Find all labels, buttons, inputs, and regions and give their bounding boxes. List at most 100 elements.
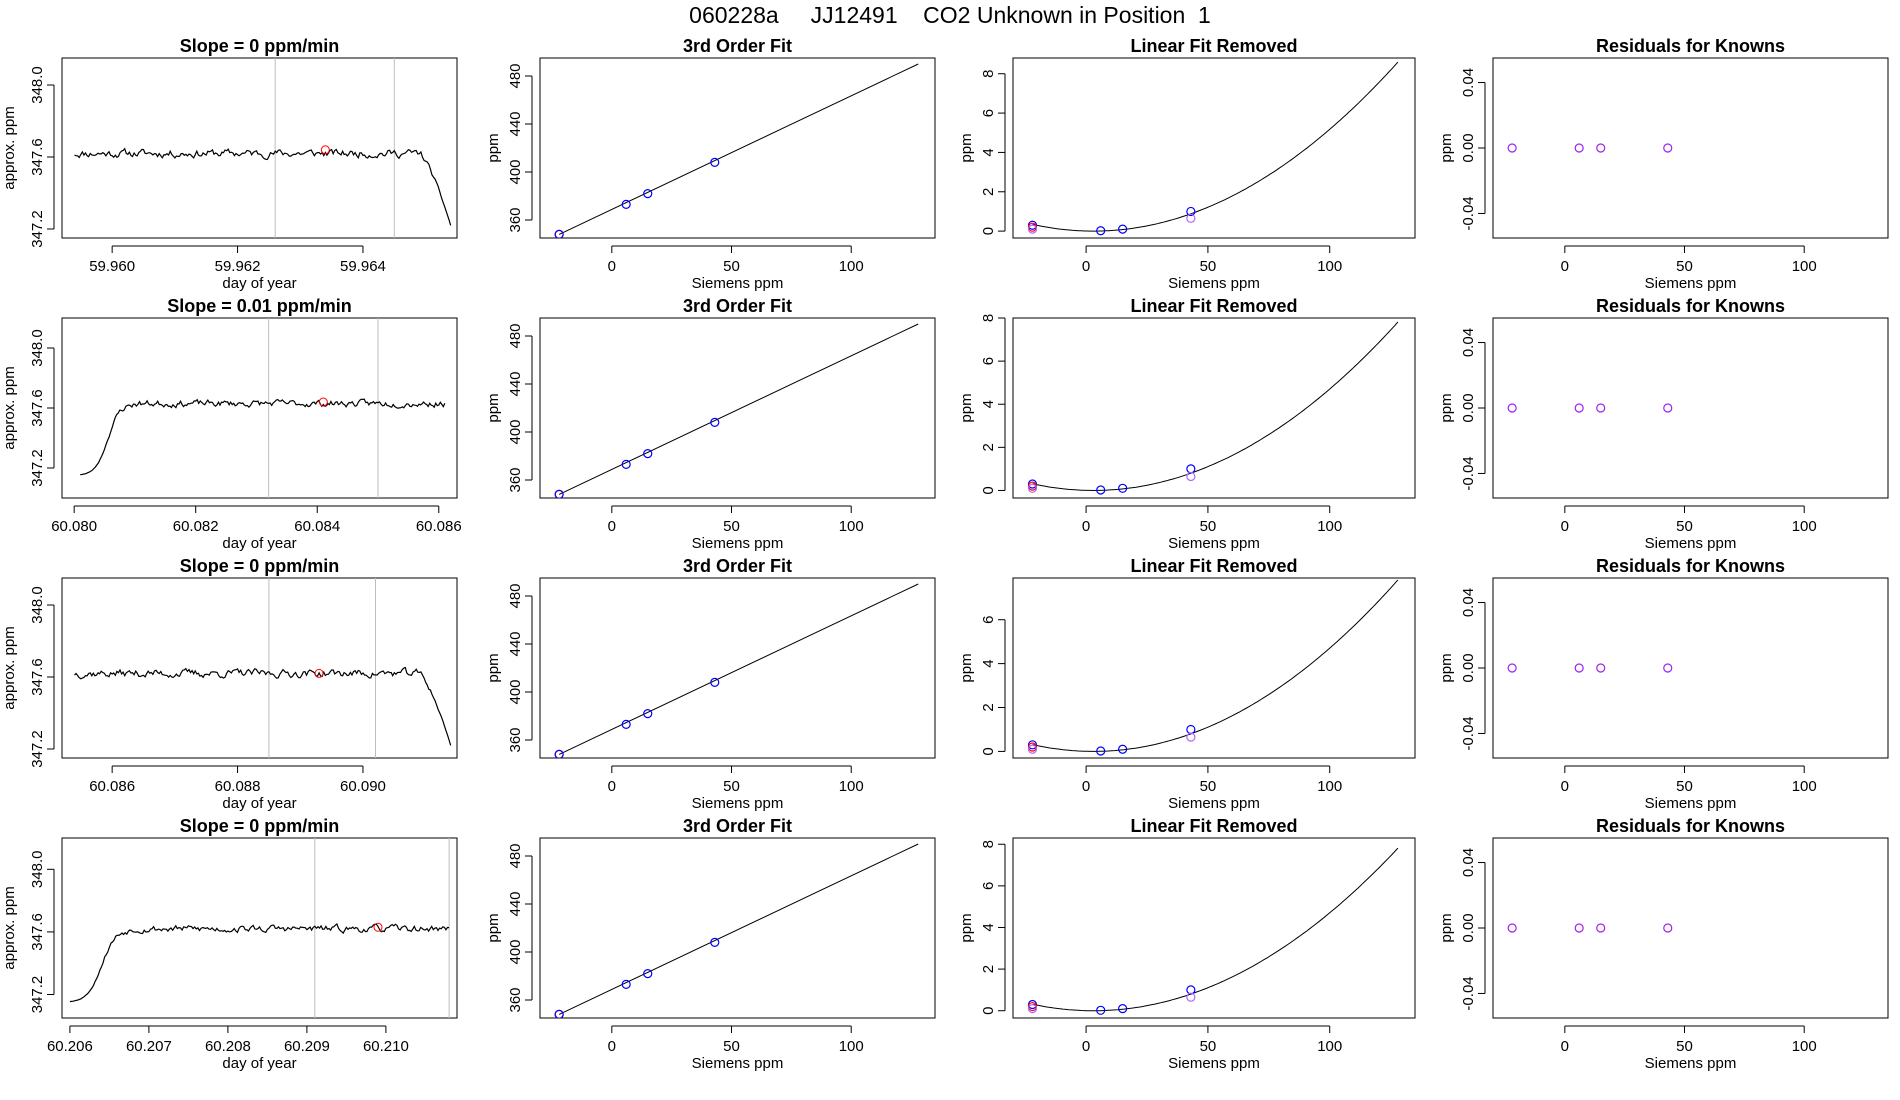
fit-curve bbox=[1032, 321, 1399, 492]
x-axis-label: Siemens ppm bbox=[1645, 535, 1737, 552]
chart-panel-5: Slope = 0.01 ppm/min 60.080 60.082 60.084 60… bbox=[1, 296, 462, 552]
x-tick-label: 100 bbox=[839, 258, 864, 275]
plot-frame bbox=[61, 317, 458, 499]
fit-curve bbox=[1032, 61, 1399, 232]
x-axis-label: day of year bbox=[222, 535, 296, 552]
y-tick-label: 6 bbox=[980, 357, 997, 365]
plot-area bbox=[1027, 61, 1399, 236]
data-point bbox=[1596, 663, 1606, 673]
plot-area bbox=[74, 58, 452, 238]
x-tick-label: 59.960 bbox=[89, 258, 135, 275]
x-axis-label: Siemens ppm bbox=[1168, 1055, 1260, 1072]
y-tick-label: 360 bbox=[507, 467, 524, 492]
y-axis-label: ppm bbox=[1438, 913, 1455, 942]
y-tick-label: 347.2 bbox=[29, 210, 46, 248]
chart-panel-15: Linear Fit Removed 0 50 100 Siemens ppm 0 2 4 6 8… bbox=[958, 816, 1416, 1072]
x-axis-label: day of year bbox=[222, 275, 296, 292]
plot-frame bbox=[539, 57, 936, 239]
x-tick-label: 0 bbox=[1561, 778, 1569, 795]
y-tick-label: 0.04 bbox=[1460, 848, 1477, 877]
x-tick-label: 60.086 bbox=[416, 518, 462, 535]
y-tick-label: 2 bbox=[980, 965, 997, 973]
panel-title: Residuals for Knowns bbox=[1596, 36, 1785, 56]
panel-title: Slope = 0 ppm/min bbox=[180, 36, 340, 56]
plot-area bbox=[554, 63, 919, 238]
panel-title: 3rd Order Fit bbox=[683, 36, 792, 56]
x-tick-label: 0 bbox=[1082, 1038, 1090, 1055]
y-tick-label: 0.04 bbox=[1460, 588, 1477, 617]
y-tick-label: 348.0 bbox=[29, 586, 46, 624]
fit-curve bbox=[1032, 847, 1399, 1012]
y-tick-label: 0.04 bbox=[1460, 328, 1477, 357]
data-point bbox=[1596, 143, 1606, 153]
y-tick-label: 440 bbox=[507, 371, 524, 396]
plot-area bbox=[1507, 923, 1673, 933]
y-tick-label: 347.2 bbox=[29, 449, 46, 487]
plot-frame bbox=[1012, 317, 1416, 499]
fit-curve bbox=[1032, 579, 1399, 752]
y-tick-label: 0 bbox=[980, 747, 997, 755]
x-tick-label: 50 bbox=[1200, 518, 1217, 535]
panel-title: Linear Fit Removed bbox=[1130, 816, 1297, 836]
data-point bbox=[643, 708, 653, 719]
plot-area bbox=[1027, 321, 1399, 495]
y-tick-label: 480 bbox=[507, 323, 524, 348]
panel-title: Slope = 0.01 ppm/min bbox=[167, 296, 352, 316]
x-tick-label: 59.964 bbox=[340, 258, 386, 275]
concentration-trace bbox=[74, 147, 452, 226]
y-axis-label: ppm bbox=[1438, 393, 1455, 422]
y-tick-label: 8 bbox=[980, 314, 997, 322]
x-tick-label: 60.080 bbox=[51, 518, 97, 535]
y-tick-label: 400 bbox=[507, 679, 524, 704]
mean-marker bbox=[320, 145, 330, 155]
plot-area bbox=[69, 838, 450, 1018]
y-tick-label: 8 bbox=[980, 70, 997, 78]
panel-title: 3rd Order Fit bbox=[683, 816, 792, 836]
y-tick-label: 480 bbox=[507, 63, 524, 88]
data-point bbox=[1507, 143, 1517, 153]
y-tick-label: 400 bbox=[507, 159, 524, 184]
x-tick-label: 100 bbox=[1317, 258, 1342, 275]
y-tick-label: 2 bbox=[980, 703, 997, 711]
y-tick-label: 348.0 bbox=[29, 329, 46, 367]
x-tick-label: 100 bbox=[1792, 258, 1817, 275]
chart-panel-13: Slope = 0 ppm/min 60.206 60.207 60.208 60.20… bbox=[1, 816, 458, 1072]
data-point bbox=[1186, 213, 1196, 223]
mean-marker bbox=[318, 397, 328, 407]
plot-frame bbox=[1492, 317, 1889, 499]
y-tick-label: 440 bbox=[507, 891, 524, 916]
x-axis-label: day of year bbox=[222, 795, 296, 812]
data-point bbox=[1574, 663, 1584, 673]
data-point bbox=[1186, 985, 1196, 995]
plot-area bbox=[1507, 663, 1673, 673]
data-point bbox=[1186, 724, 1196, 735]
y-tick-label: 8 bbox=[980, 840, 997, 848]
x-axis-label: Siemens ppm bbox=[1168, 275, 1260, 292]
x-tick-label: 60.209 bbox=[284, 1038, 330, 1055]
plot-area bbox=[1027, 847, 1399, 1015]
data-point bbox=[554, 489, 564, 498]
data-point bbox=[1663, 663, 1673, 673]
x-tick-label: 0 bbox=[608, 258, 616, 275]
y-tick-label: 2 bbox=[980, 188, 997, 196]
concentration-trace bbox=[69, 923, 450, 1003]
panel-title: Slope = 0 ppm/min bbox=[180, 816, 340, 836]
y-tick-label: 347.6 bbox=[29, 138, 46, 176]
x-tick-label: 0 bbox=[1082, 258, 1090, 275]
y-tick-label: 0 bbox=[980, 1007, 997, 1015]
plot-area bbox=[80, 318, 446, 498]
x-tick-label: 100 bbox=[1792, 1038, 1817, 1055]
x-tick-label: 100 bbox=[1317, 518, 1342, 535]
x-tick-label: 0 bbox=[608, 518, 616, 535]
x-axis-label: Siemens ppm bbox=[1168, 795, 1260, 812]
panel-title: 3rd Order Fit bbox=[683, 296, 792, 316]
y-tick-label: 348.0 bbox=[29, 66, 46, 104]
data-point bbox=[1663, 143, 1673, 153]
x-tick-label: 50 bbox=[1676, 778, 1693, 795]
plot-frame bbox=[1012, 577, 1416, 759]
y-tick-label: 4 bbox=[980, 148, 997, 156]
y-tick-label: 360 bbox=[507, 207, 524, 232]
x-tick-label: 100 bbox=[839, 518, 864, 535]
x-axis-label: day of year bbox=[222, 1055, 296, 1072]
x-tick-label: 100 bbox=[1317, 778, 1342, 795]
